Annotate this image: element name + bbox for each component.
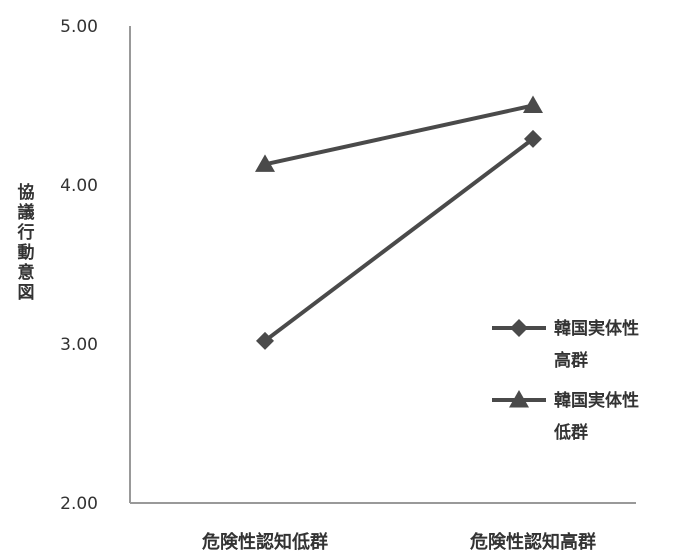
diamond-data-point <box>524 129 542 148</box>
y-axis-label-char: 図 <box>18 283 35 303</box>
series-group <box>255 95 543 350</box>
series-1 <box>256 129 542 350</box>
y-tick-labels: 2.00 3.00 4.00 5.00 <box>60 17 98 514</box>
axes <box>129 26 636 504</box>
y-tick-label: 3.00 <box>60 335 98 355</box>
legend-diamond-icon <box>510 319 528 337</box>
triangle-data-point <box>523 95 543 113</box>
legend-label: 韓国実体性高群 <box>554 318 639 371</box>
legend-triangle-icon <box>509 390 529 408</box>
y-axis-label-char: 協 <box>18 182 35 203</box>
diamond-data-point <box>256 331 274 350</box>
triangle-data-point <box>255 154 275 172</box>
y-tick-label: 4.00 <box>60 176 98 196</box>
legend-label: 韓国実体性低群 <box>553 390 639 443</box>
y-axis-label-char: 動 <box>18 242 35 263</box>
y-axis-label-char: 議 <box>18 202 35 223</box>
y-axis-label-char: 行 <box>17 222 35 243</box>
y-tick-label: 5.00 <box>60 17 98 37</box>
series-2 <box>255 95 543 172</box>
legend-item: 韓国実体性低群 <box>492 390 639 443</box>
x-category-labels: 危険性認知低群 危険性認知高群 <box>201 531 596 553</box>
legend-item: 韓国実体性高群 <box>492 318 639 371</box>
series-line <box>264 103 534 167</box>
y-axis-label-char: 意 <box>18 262 35 283</box>
x-category-label: 危険性認知低群 <box>201 531 328 553</box>
series-line <box>263 137 535 343</box>
y-tick-label: 2.00 <box>60 494 98 514</box>
x-category-label: 危険性認知高群 <box>469 531 596 553</box>
